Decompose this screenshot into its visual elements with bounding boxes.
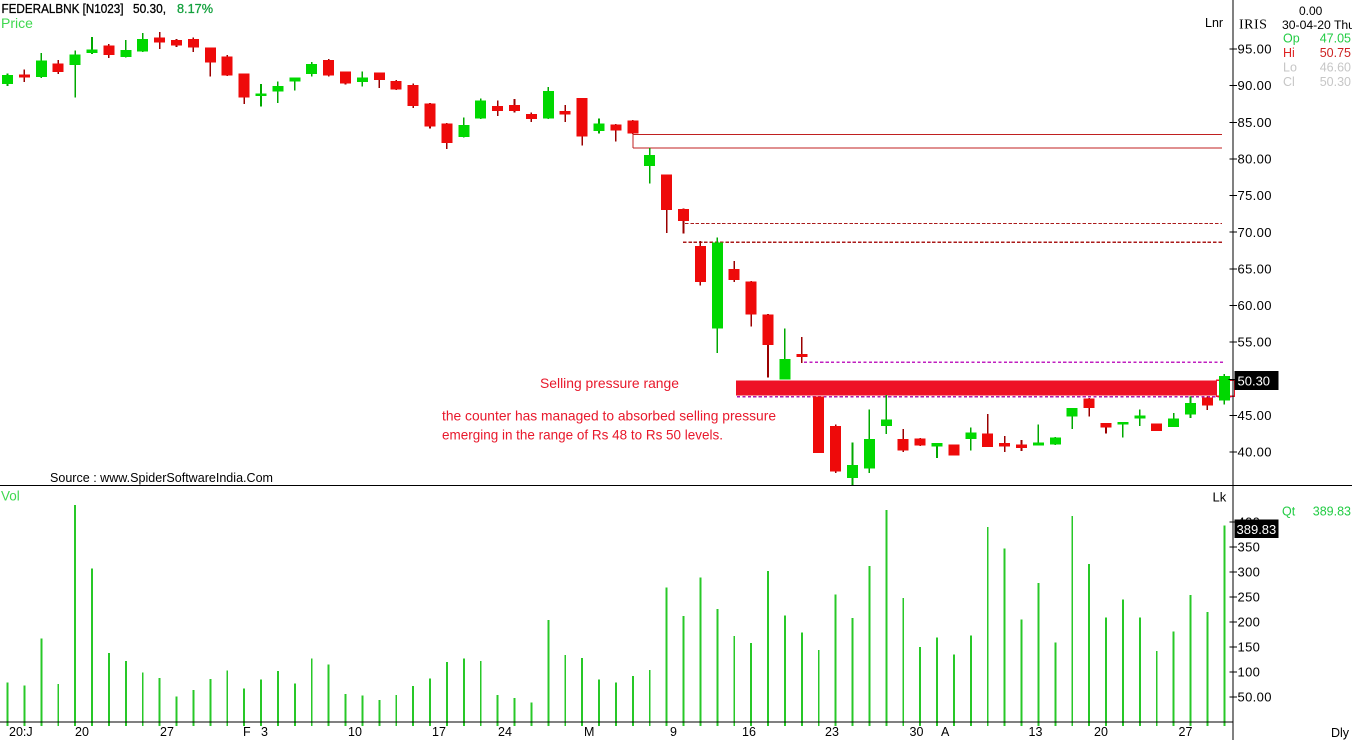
svg-text:50.30,: 50.30, xyxy=(133,1,166,16)
svg-text:A: A xyxy=(941,725,950,739)
svg-text:Hi: Hi xyxy=(1283,46,1295,60)
svg-text:24: 24 xyxy=(498,725,512,739)
svg-text:20:J: 20:J xyxy=(9,725,33,739)
svg-text:0.00: 0.00 xyxy=(1299,4,1323,18)
svg-text:75.00: 75.00 xyxy=(1238,188,1272,203)
svg-text:Lnr: Lnr xyxy=(1205,16,1223,30)
svg-text:Cl: Cl xyxy=(1283,75,1295,89)
svg-text:300: 300 xyxy=(1238,564,1261,579)
svg-text:50.75: 50.75 xyxy=(1320,46,1351,60)
svg-text:80.00: 80.00 xyxy=(1238,151,1272,166)
svg-text:3: 3 xyxy=(261,725,268,739)
svg-text:Dly: Dly xyxy=(1331,726,1350,740)
svg-text:40.00: 40.00 xyxy=(1238,445,1272,460)
svg-text:Qt: Qt xyxy=(1282,505,1296,519)
svg-text:47.05: 47.05 xyxy=(1320,32,1351,46)
svg-text:60.00: 60.00 xyxy=(1238,298,1272,313)
svg-text:27: 27 xyxy=(1179,725,1193,739)
svg-text:the counter has managed to abs: the counter has managed to absorbed sell… xyxy=(442,409,776,424)
svg-text:46.60: 46.60 xyxy=(1320,61,1351,75)
svg-text:350: 350 xyxy=(1238,539,1261,554)
svg-text:250: 250 xyxy=(1238,589,1261,604)
svg-text:30-04-20 Thu: 30-04-20 Thu xyxy=(1282,18,1352,32)
svg-text:emerging in the range of Rs 48: emerging in the range of Rs 48 to Rs 50 … xyxy=(442,428,723,443)
svg-text:13: 13 xyxy=(1029,725,1043,739)
svg-text:F: F xyxy=(243,725,251,739)
svg-text:Source : www.SpiderSoftwareInd: Source : www.SpiderSoftwareIndia.Com xyxy=(50,470,273,485)
svg-text:55.00: 55.00 xyxy=(1238,335,1272,350)
svg-text:20: 20 xyxy=(1094,725,1108,739)
svg-text:100: 100 xyxy=(1238,664,1261,679)
svg-text:50.30: 50.30 xyxy=(1320,75,1351,89)
svg-text:Lo: Lo xyxy=(1283,61,1297,75)
svg-text:Lk: Lk xyxy=(1213,490,1227,505)
svg-text:20: 20 xyxy=(75,725,89,739)
svg-text:23: 23 xyxy=(825,725,839,739)
svg-text:85.00: 85.00 xyxy=(1238,115,1272,130)
svg-text:17: 17 xyxy=(432,725,446,739)
svg-text:IRIS: IRIS xyxy=(1239,18,1267,33)
svg-text:50.30: 50.30 xyxy=(1238,373,1271,388)
svg-text:Vol: Vol xyxy=(1,489,20,504)
svg-text:65.00: 65.00 xyxy=(1238,261,1272,276)
svg-text:90.00: 90.00 xyxy=(1238,78,1272,93)
svg-text:150: 150 xyxy=(1238,639,1261,654)
svg-text:10: 10 xyxy=(348,725,362,739)
svg-text:389.83: 389.83 xyxy=(1313,505,1351,519)
svg-text:9: 9 xyxy=(670,725,677,739)
svg-text:45.00: 45.00 xyxy=(1238,408,1272,423)
svg-text:8.17%: 8.17% xyxy=(177,1,213,16)
svg-text:27: 27 xyxy=(160,725,174,739)
svg-text:Selling pressure range: Selling pressure range xyxy=(540,376,679,391)
svg-text:389.83: 389.83 xyxy=(1237,522,1277,537)
svg-text:70.00: 70.00 xyxy=(1238,225,1272,240)
svg-text:30: 30 xyxy=(910,725,924,739)
svg-text:FEDERALBNK [N1023]: FEDERALBNK [N1023] xyxy=(2,1,124,16)
svg-text:M: M xyxy=(584,725,594,739)
svg-text:95.00: 95.00 xyxy=(1238,42,1272,57)
svg-text:Op: Op xyxy=(1283,32,1300,46)
svg-text:Price: Price xyxy=(1,15,33,31)
svg-text:200: 200 xyxy=(1238,614,1261,629)
svg-text:16: 16 xyxy=(742,725,756,739)
svg-text:50.00: 50.00 xyxy=(1238,689,1272,704)
